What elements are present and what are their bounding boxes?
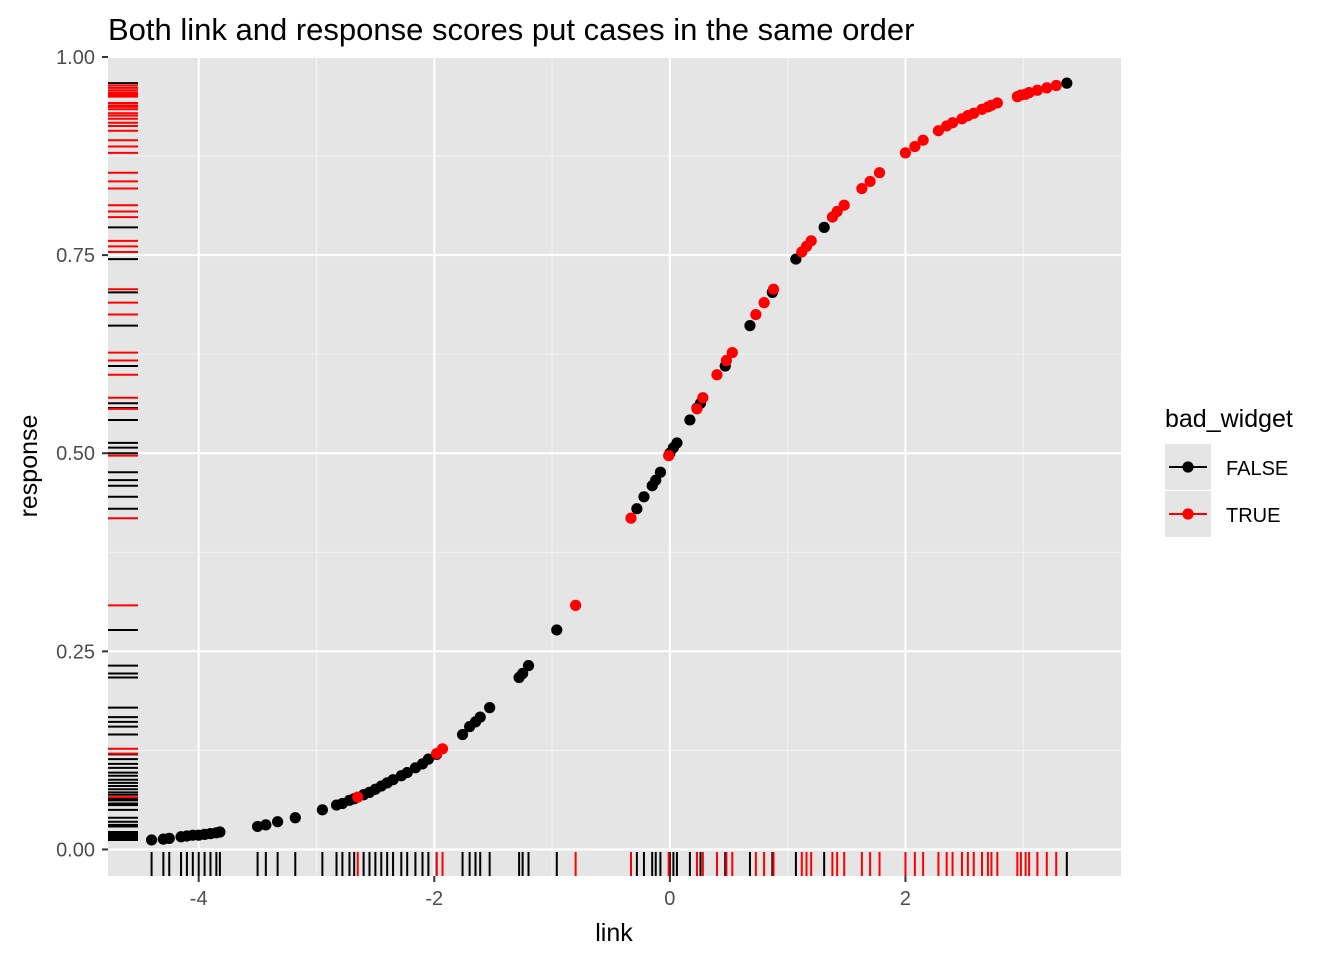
data-point (720, 354, 733, 367)
x-axis-label: link (595, 919, 633, 947)
data-point (758, 297, 770, 309)
data-point (422, 753, 434, 765)
x-tick-label: 0 (664, 888, 675, 910)
data-point (551, 624, 563, 636)
y-tick-label: 0.50 (56, 443, 95, 465)
data-point (145, 834, 158, 846)
data-point (697, 392, 709, 404)
data-point (684, 414, 696, 426)
data-point (838, 199, 850, 211)
legend-label: TRUE (1226, 505, 1280, 527)
data-point (932, 125, 945, 137)
legend-keys: FALSE TRUE (1165, 444, 1288, 537)
data-point (272, 816, 284, 828)
data-point (767, 283, 780, 295)
y-axis-label: response (15, 415, 43, 518)
data-point (570, 599, 582, 611)
y-tick-label: 0.25 (56, 641, 95, 663)
data-point (517, 667, 529, 680)
legend-label: FALSE (1226, 458, 1288, 480)
data-point (671, 437, 683, 449)
data-point (260, 819, 272, 831)
data-point (818, 221, 830, 233)
major-gridlines (108, 55, 1121, 876)
y-tick-label: 1.00 (56, 47, 95, 69)
data-point (289, 812, 301, 824)
data-point (638, 491, 650, 503)
data-point (917, 134, 929, 146)
chart-title: Both link and response scores put cases … (108, 12, 914, 47)
data-point (864, 175, 876, 188)
data-point (484, 702, 496, 714)
data-points (145, 77, 1073, 846)
data-point (522, 660, 535, 672)
x-tick-label: -4 (190, 888, 208, 910)
data-point (352, 791, 364, 803)
minor-gridlines (108, 57, 1121, 876)
legend-key-point (1182, 461, 1194, 473)
data-point (316, 804, 328, 816)
data-point (474, 711, 486, 723)
data-point (436, 743, 449, 755)
data-point (873, 167, 886, 179)
data-point (711, 369, 723, 381)
data-point (726, 346, 738, 359)
data-point (1031, 84, 1043, 96)
y-tick-label: 0.75 (56, 245, 95, 267)
data-point (750, 308, 762, 321)
data-point (991, 97, 1003, 109)
data-point (625, 512, 637, 524)
y-tick-label: 0.00 (56, 839, 95, 861)
data-point (163, 832, 175, 844)
plot-panel (108, 57, 1121, 876)
data-point (1041, 82, 1053, 94)
data-point (744, 320, 756, 332)
legend-key-point (1182, 508, 1194, 520)
rug-marks (108, 82, 1068, 876)
data-point (214, 826, 226, 838)
legend-title: bad_widget (1165, 405, 1293, 433)
data-point (663, 450, 675, 462)
data-point (909, 140, 921, 153)
data-point (456, 728, 469, 741)
data-point (654, 466, 667, 478)
data-point (1061, 77, 1073, 89)
data-point (691, 403, 703, 415)
x-tick-label: -2 (425, 888, 443, 910)
y-axis: 0.00 0.25 0.50 0.75 1.00 (56, 47, 108, 861)
data-point (856, 182, 868, 195)
legend: bad_widget FALSE TRUE (1165, 405, 1293, 537)
data-point (1050, 79, 1062, 92)
x-axis: -4 -2 0 2 (190, 876, 911, 910)
data-point (946, 117, 959, 129)
data-point (401, 766, 413, 779)
x-tick-label: 2 (900, 888, 911, 910)
data-point (631, 503, 643, 515)
data-point (805, 235, 817, 247)
data-point (899, 147, 912, 159)
